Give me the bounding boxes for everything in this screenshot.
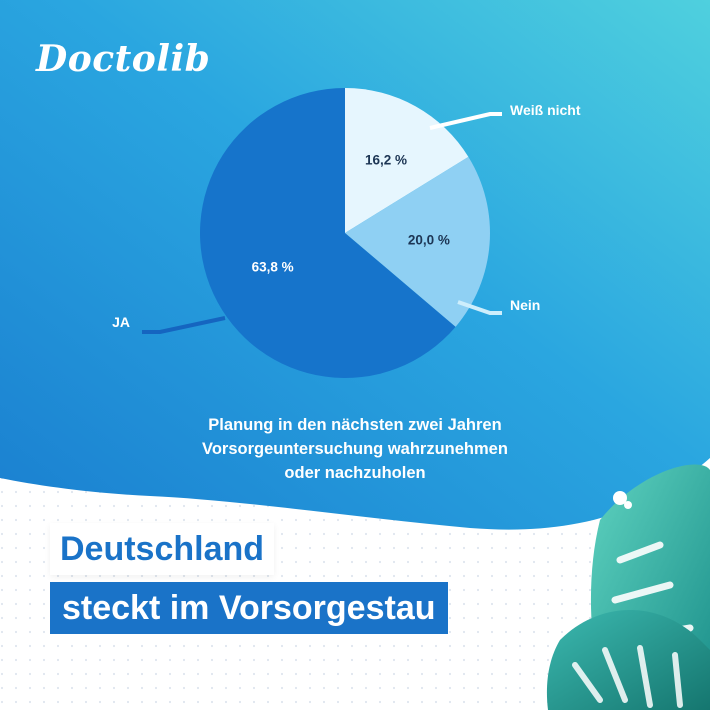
leader-line [429, 112, 502, 130]
doctolib-logo: Doctolib [36, 38, 211, 80]
chart-caption: Planung in den nächsten zwei Jahren Vors… [120, 413, 590, 485]
caption-line-1: Planung in den nächsten zwei Jahren [208, 416, 502, 434]
pie-value-label: 16,2 % [365, 153, 407, 168]
pie-slice-ja [199, 88, 456, 378]
leader-line [457, 300, 502, 315]
pie-value-label: 20,0 % [408, 232, 450, 247]
caption-line-3: oder nachzuholen [284, 464, 426, 482]
pie-chart: 16,2 % Weiß nicht 20,0 % Nein 63,8 % JA [112, 88, 581, 378]
pie-category-label: JA [112, 314, 130, 330]
leaf-decoration [546, 464, 710, 710]
pie-category-label: Nein [510, 297, 540, 313]
headline-line-2: steckt im Vorsorgestau [50, 582, 448, 634]
pie-slice-nein [345, 156, 490, 327]
pie-value-label: 63,8 % [252, 260, 294, 275]
caption-line-2: Vorsorgeuntersuchung wahrzunehmen [202, 440, 508, 458]
pie-category-label: Weiß nicht [510, 102, 581, 118]
headline-line-1: Deutschland [50, 523, 275, 575]
leader-line [142, 316, 226, 334]
